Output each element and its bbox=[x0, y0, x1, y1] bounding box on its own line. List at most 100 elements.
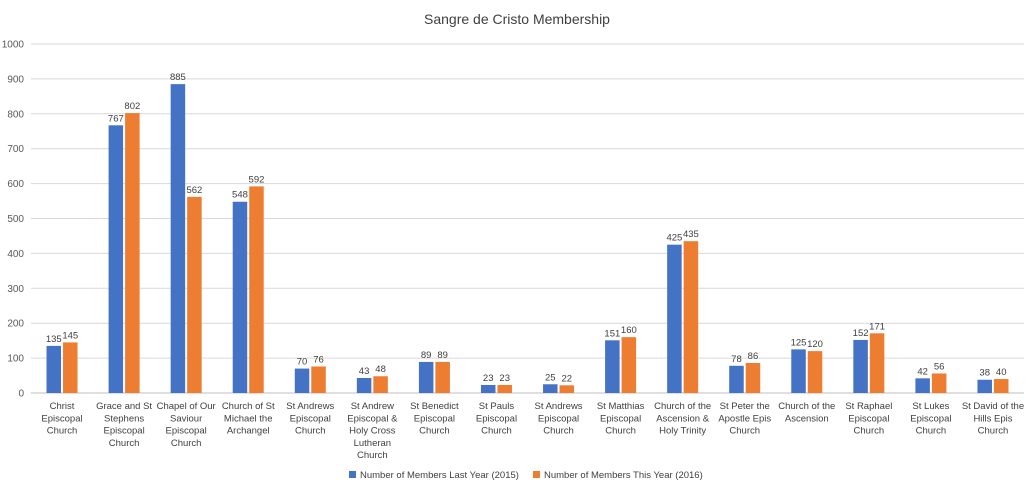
bar-2016 bbox=[993, 379, 1009, 393]
data-label: 885 bbox=[170, 72, 186, 83]
data-label: 38 bbox=[979, 368, 990, 379]
x-category-label: Church of the Ascension & Holy Trinity bbox=[654, 401, 711, 437]
x-category-label: Church of St Michael the Archangel bbox=[222, 401, 275, 437]
data-label: 435 bbox=[683, 229, 699, 240]
y-tick-label: 100 bbox=[7, 354, 24, 365]
data-label: 135 bbox=[46, 334, 62, 345]
y-tick-label: 800 bbox=[7, 109, 24, 120]
data-label: 120 bbox=[807, 339, 823, 350]
bar-2015 bbox=[46, 345, 62, 393]
data-label: 48 bbox=[375, 364, 386, 375]
bar-2015 bbox=[791, 349, 806, 393]
bar-2016 bbox=[745, 362, 761, 393]
y-tick-label: 500 bbox=[7, 214, 24, 225]
data-label: 145 bbox=[62, 330, 78, 341]
x-category-label: St Lukes Episcopal Church bbox=[910, 401, 951, 437]
data-label: 802 bbox=[124, 101, 140, 112]
legend-swatch-2016 bbox=[533, 471, 540, 478]
data-label: 160 bbox=[621, 325, 637, 336]
bar-2015 bbox=[418, 361, 434, 393]
data-label: 425 bbox=[666, 233, 682, 244]
data-label: 86 bbox=[748, 351, 759, 362]
bar-2015 bbox=[605, 340, 620, 393]
bar-2016 bbox=[559, 385, 575, 393]
bar-2015 bbox=[480, 384, 496, 393]
y-tick-label: 1000 bbox=[2, 40, 25, 51]
x-category-label: St Peter the Apostle Epis Church bbox=[718, 401, 771, 437]
legend-label-2015: Number of Members Last Year (2015) bbox=[360, 470, 519, 481]
x-category-label: St Pauls Episcopal Church bbox=[476, 401, 517, 437]
bar-2016 bbox=[621, 337, 637, 393]
bar-2016 bbox=[807, 351, 823, 393]
bar-2016 bbox=[373, 376, 388, 393]
data-label: 42 bbox=[917, 366, 928, 377]
data-label: 152 bbox=[853, 328, 869, 339]
x-category-label: Christ Episcopal Church bbox=[41, 401, 82, 437]
bar-2016 bbox=[187, 196, 202, 393]
bar-2015 bbox=[977, 379, 992, 393]
legend: Number of Members Last Year (2015) Number… bbox=[349, 470, 703, 481]
y-tick-label: 700 bbox=[7, 144, 24, 155]
x-category-label: St Andrews Episcopal Church bbox=[535, 401, 583, 437]
data-label: 562 bbox=[186, 185, 202, 196]
data-label: 151 bbox=[604, 328, 620, 339]
bar-2015 bbox=[729, 365, 744, 393]
x-category-label: St David of the Hills Epis Church bbox=[962, 401, 1024, 437]
x-category-label: St Andrew Episcopal & Holy Cross Lutheran Ch… bbox=[347, 401, 398, 461]
legend-swatch-2015 bbox=[349, 471, 356, 478]
x-category-label: Grace and St Stephens Episcopal Church bbox=[96, 401, 152, 449]
data-label: 78 bbox=[731, 354, 742, 365]
x-category-label: Chapel of Our Saviour Episcopal Church bbox=[157, 401, 216, 449]
data-label: 89 bbox=[437, 350, 448, 361]
y-tick-label: 600 bbox=[7, 179, 24, 190]
bar-2016 bbox=[311, 366, 326, 393]
data-label: 23 bbox=[499, 373, 510, 384]
bar-2015 bbox=[853, 339, 868, 393]
data-label: 548 bbox=[232, 190, 248, 201]
data-label: 22 bbox=[561, 373, 572, 384]
bar-2015 bbox=[356, 377, 372, 393]
data-label: 40 bbox=[996, 367, 1007, 378]
bar-2016 bbox=[931, 373, 947, 393]
bar-2015 bbox=[294, 368, 310, 393]
data-label: 23 bbox=[483, 373, 494, 384]
x-category-label: St Benedict Episcopal Church bbox=[410, 401, 459, 437]
y-tick-label: 900 bbox=[7, 74, 24, 85]
bar-2016 bbox=[683, 241, 699, 393]
data-label: 56 bbox=[934, 361, 945, 372]
bar-2016 bbox=[497, 384, 512, 393]
data-label: 25 bbox=[545, 372, 556, 383]
legend-label-2016: Number of Members This Year (2016) bbox=[544, 470, 703, 481]
bar-2016 bbox=[249, 186, 264, 393]
bar-2016 bbox=[63, 342, 78, 393]
data-label: 76 bbox=[313, 354, 324, 365]
data-label: 767 bbox=[108, 113, 124, 124]
bar-2016 bbox=[435, 361, 450, 393]
bar-layer bbox=[46, 84, 1009, 394]
y-tick-label: 200 bbox=[7, 319, 24, 330]
y-tick-label: 400 bbox=[7, 249, 24, 260]
bar-2015 bbox=[915, 378, 930, 393]
data-label: 89 bbox=[421, 350, 432, 361]
data-label: 70 bbox=[297, 357, 308, 368]
x-category-label: St Matthias Episcopal Church bbox=[597, 401, 645, 437]
bar-2016 bbox=[869, 333, 885, 393]
bar-2015 bbox=[108, 125, 124, 393]
data-label: 125 bbox=[791, 337, 807, 348]
bar-2015 bbox=[170, 84, 186, 393]
chart-title: Sangre de Cristo Membership bbox=[424, 11, 610, 27]
y-tick-label: 0 bbox=[18, 389, 24, 400]
bar-2016 bbox=[125, 113, 140, 394]
y-tick-label: 300 bbox=[7, 284, 24, 295]
data-label: 171 bbox=[869, 321, 885, 332]
x-category-label: St Raphael Episcopal Church bbox=[845, 401, 892, 437]
x-category-label: St Andrews Episcopal Church bbox=[286, 401, 334, 437]
bar-2015 bbox=[232, 201, 248, 393]
data-label: 592 bbox=[249, 174, 265, 185]
bar-2015 bbox=[543, 384, 558, 393]
x-category-label: Church of the Ascension bbox=[778, 401, 835, 424]
data-label: 43 bbox=[359, 366, 370, 377]
